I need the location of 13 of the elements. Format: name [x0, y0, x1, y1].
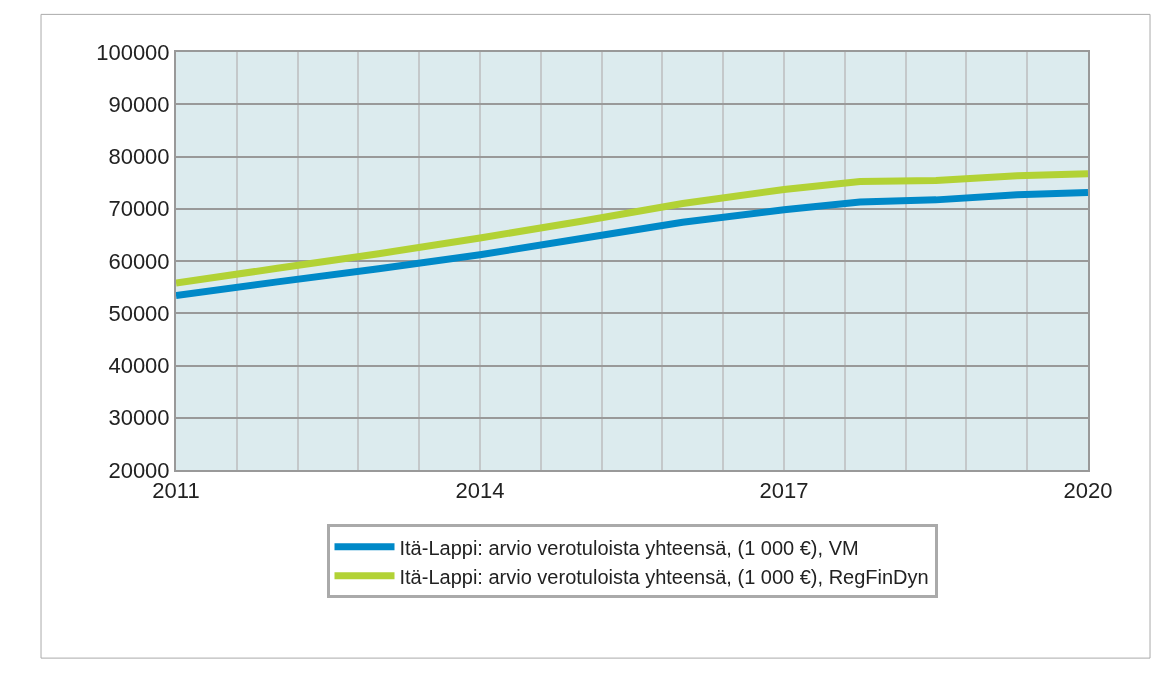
legend-label: Itä-Lappi: arvio verotuloista yhteensä, (1 000 €), RegFinDyn [399, 565, 929, 588]
y-tick-label: 40000 [108, 353, 170, 379]
y-tick-label: 50000 [108, 300, 170, 326]
x-tick-label: 2014 [455, 478, 505, 504]
y-tick-label: 30000 [108, 405, 170, 431]
x-tick-label: 2017 [759, 478, 809, 504]
y-tick-label: 70000 [108, 196, 170, 222]
x-tick-label: 2020 [1063, 478, 1113, 504]
y-tick-label: 90000 [108, 91, 170, 117]
legend-label: Itä-Lappi: arvio verotuloista yhteensä, (1 000 €), VM [399, 536, 859, 559]
y-tick-label: 80000 [108, 144, 170, 170]
y-tick-label: 60000 [108, 248, 170, 274]
y-tick-label: 100000 [96, 39, 170, 65]
